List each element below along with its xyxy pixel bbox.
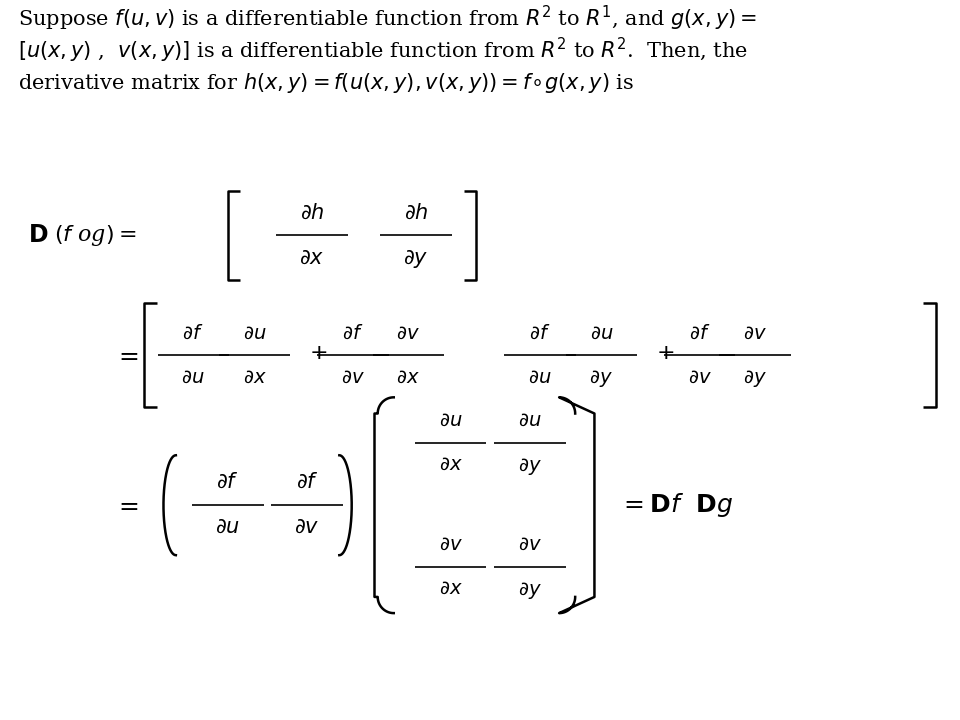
Text: $\partial y$: $\partial y$ [403,248,429,271]
Text: $=$: $=$ [114,494,139,517]
Text: $\partial x$: $\partial x$ [396,369,420,387]
Text: $\partial u$: $\partial u$ [243,325,267,343]
Text: $\partial f$: $\partial f$ [216,473,239,492]
Text: $\partial u$: $\partial u$ [181,369,205,387]
Text: $[\mathit{u}(\mathit{x},\mathit{y})$ ,  $\mathit{v}(\mathit{x},\mathit{y})]$ is : $[\mathit{u}(\mathit{x},\mathit{y})$ , $… [18,36,748,66]
Text: $\partial y$: $\partial y$ [589,369,613,390]
Text: $\partial x$: $\partial x$ [439,580,463,598]
Text: $\partial x$: $\partial x$ [439,456,463,474]
Text: $\partial h$: $\partial h$ [404,203,428,222]
Text: $\partial u$: $\partial u$ [215,518,240,537]
Text: $\partial y$: $\partial y$ [518,580,542,601]
Text: $\partial u$: $\partial u$ [589,325,613,343]
Text: $\partial v$: $\partial v$ [396,325,420,343]
Text: $\partial v$: $\partial v$ [439,536,463,554]
Text: $\partial x$: $\partial x$ [243,369,267,387]
Text: $\partial f$: $\partial f$ [296,473,319,492]
Text: $\partial u$: $\partial u$ [528,369,552,387]
Text: $\partial v$: $\partial v$ [518,536,542,554]
Text: $\partial x$: $\partial x$ [300,248,324,268]
Text: $=$: $=$ [114,344,139,367]
Text: derivative matrix for $\mathit{h}(\mathit{x},\mathit{y}) = \mathit{f}(\mathit{u}: derivative matrix for $\mathit{h}(\mathi… [18,71,634,94]
Text: $\partial v$: $\partial v$ [341,369,365,387]
Text: $\partial u$: $\partial u$ [518,413,541,431]
Text: $\partial f$: $\partial f$ [342,324,364,343]
Text: $\mathbf{D}$: $\mathbf{D}$ [28,223,48,248]
Text: $\partial y$: $\partial y$ [743,369,767,390]
Text: $= \mathbf{D}\mathit{f}\ \ \mathbf{D}\mathit{g}$: $= \mathbf{D}\mathit{f}\ \ \mathbf{D}\ma… [619,491,733,519]
Text: $\partial y$: $\partial y$ [518,456,542,477]
Text: $+$: $+$ [309,343,327,364]
Text: $\partial f$: $\partial f$ [182,324,204,343]
Text: $\partial v$: $\partial v$ [295,518,320,537]
Text: $\partial v$: $\partial v$ [687,369,711,387]
Text: Suppose $\mathit{f}(\mathit{u},\mathit{v})$ is a differentiable function from $\: Suppose $\mathit{f}(\mathit{u},\mathit{v… [18,4,756,33]
Text: $(\mathit{f}$ og$) =$: $(\mathit{f}$ og$) =$ [55,223,137,248]
Text: $\partial f$: $\partial f$ [529,324,551,343]
Text: $\partial u$: $\partial u$ [439,413,463,431]
Text: $\partial f$: $\partial f$ [689,324,710,343]
Text: $\partial v$: $\partial v$ [743,325,767,343]
Text: $+$: $+$ [656,343,674,364]
Text: $\partial h$: $\partial h$ [300,203,324,222]
